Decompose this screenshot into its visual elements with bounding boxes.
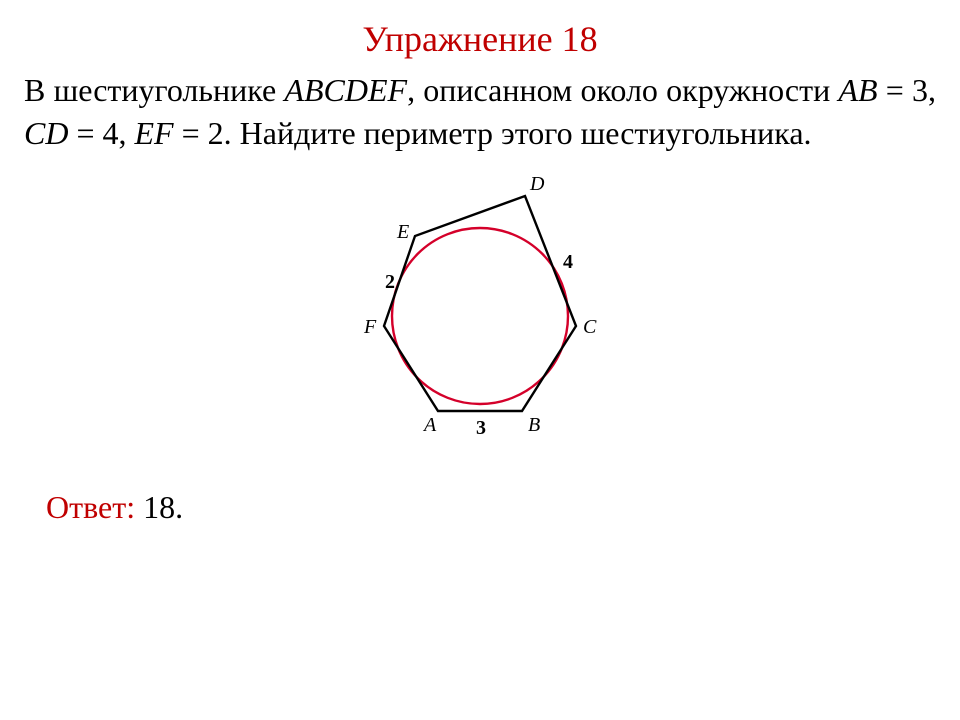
- edge-label: 2: [385, 271, 395, 293]
- edge-label: 4: [563, 251, 573, 273]
- vertex-label-f: F: [363, 316, 377, 338]
- hexagon-diagram: A B C D E F 3 4 2: [330, 166, 630, 471]
- vertex-label-d: D: [529, 173, 545, 195]
- vertex-label-a: A: [422, 414, 437, 436]
- answer-label: Ответ:: [46, 489, 135, 525]
- problem-text: В шестиугольнике: [24, 72, 284, 108]
- exercise-title: Упражнение 18: [0, 0, 960, 61]
- diagram-container: A B C D E F 3 4 2: [0, 166, 960, 471]
- title-text: Упражнение 18: [362, 19, 597, 59]
- math-var: AB: [838, 72, 877, 108]
- vertex-label-b: B: [528, 414, 540, 436]
- problem-text: , описанном около окружности: [407, 72, 838, 108]
- problem-text: = 4,: [68, 115, 134, 151]
- vertex-label-e: E: [396, 221, 409, 243]
- math-var: EF: [135, 115, 174, 151]
- edge-label: 3: [476, 417, 486, 439]
- problem-text: = 2. Найдите периметр этого шестиугольни…: [174, 115, 812, 151]
- problem-text: = 3,: [878, 72, 937, 108]
- inscribed-circle: [392, 228, 568, 404]
- math-var: CD: [24, 115, 68, 151]
- answer-value: 18.: [135, 489, 183, 525]
- problem-statement: В шестиугольнике ABCDEF, описанном около…: [0, 61, 960, 155]
- answer-line: Ответ: 18.: [0, 471, 960, 526]
- math-var: ABCDEF: [284, 72, 407, 108]
- vertex-label-c: C: [583, 316, 597, 338]
